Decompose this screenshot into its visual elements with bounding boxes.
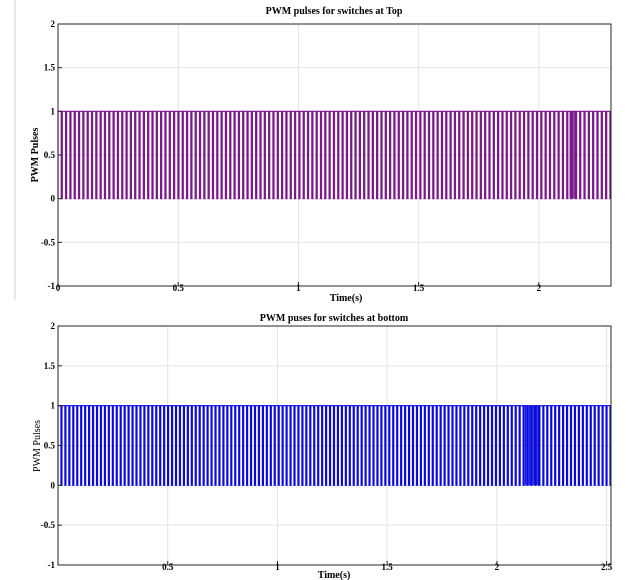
bottom-x-tick-label: 2.5: [601, 562, 613, 572]
top-y-tick-label: 0: [51, 194, 56, 204]
bottom-y-tick-label: -0.5: [41, 520, 56, 530]
bottom-x-tick-label: 2: [495, 562, 500, 572]
bottom-x-tick-label: 1.5: [382, 562, 394, 572]
top-y-tick-label: -0.5: [41, 237, 56, 247]
top-y-tick-label: 0.5: [44, 150, 56, 160]
top-y-tick-label: 2: [51, 19, 56, 29]
top-x-tick-label: 1: [296, 283, 301, 293]
top-chart-x-ticks: 0 0.5 1 1.5 2: [56, 282, 542, 293]
top-x-tick-label: 1.5: [413, 283, 425, 293]
bottom-y-tick-label: 1: [51, 401, 56, 411]
bottom-chart-x-axis-label: Time(s): [318, 570, 351, 580]
top-pwm-chart: PWM pulses for switches at Top -1 -0.5 0 0.…: [30, 6, 612, 304]
top-pwm-series-line: [57, 110, 611, 200]
top-x-tick-label: 0: [56, 283, 61, 293]
top-chart-waveform: [57, 110, 611, 200]
top-chart-x-axis-label: Time(s): [330, 293, 363, 304]
bottom-chart-y-axis-label: PWM Pulses: [32, 420, 43, 472]
top-chart-y-axis-label: PWM Pulses: [30, 128, 41, 183]
bottom-y-tick-label: 0.5: [44, 441, 56, 451]
bottom-pwm-series-line: [57, 405, 611, 486]
top-chart-y-ticks: -1 -0.5 0 0.5 1 1.5 2: [41, 19, 62, 291]
bottom-pwm-dense-band: [524, 405, 541, 486]
bottom-x-tick-label: 0.5: [162, 562, 174, 572]
bottom-x-tick-label: 1: [275, 562, 280, 572]
top-pwm-dense-band: [569, 111, 578, 199]
bottom-chart-x-ticks: 0.5 1 1.5 2 2.5: [162, 561, 613, 572]
top-chart-title: PWM pulses for switches at Top: [266, 6, 403, 17]
bottom-chart-waveform: [57, 405, 611, 486]
top-y-tick-label: -1: [48, 281, 56, 291]
bottom-chart-title: PWM puses for switches at bottom: [260, 313, 409, 324]
bottom-y-tick-label: 2: [51, 321, 56, 331]
bottom-pwm-chart: PWM puses for switches at bottom -1 -0.5 0…: [32, 313, 613, 580]
bottom-y-tick-label: -1: [48, 560, 56, 570]
top-x-tick-label: 0.5: [173, 283, 185, 293]
top-y-tick-label: 1.5: [44, 63, 56, 73]
bottom-chart-y-ticks: -1 -0.5 0 0.5 1 1.5 2: [41, 321, 62, 570]
bottom-y-tick-label: 1.5: [44, 361, 56, 371]
bottom-y-tick-label: 0: [51, 480, 56, 490]
top-y-tick-label: 1: [51, 106, 56, 116]
top-x-tick-label: 2: [537, 283, 542, 293]
